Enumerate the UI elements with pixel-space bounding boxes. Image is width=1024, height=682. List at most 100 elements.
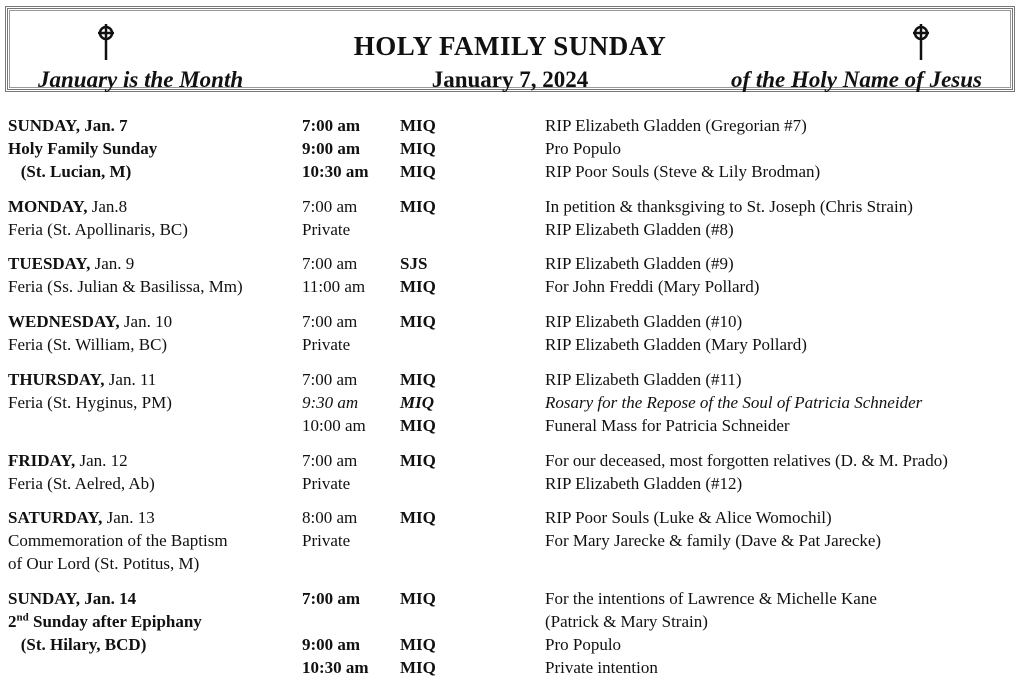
schedule-row: THURSDAY, Jan. 11 7:00 am MIQ RIP Elizabeth… — [0, 368, 1024, 391]
day-label-part: SUNDAY, Jan. 14 — [8, 589, 137, 608]
schedule-row: Feria (St. Apollinaris, BC) Private RIP El… — [0, 218, 1024, 241]
day-label: SATURDAY, Jan. 13 — [8, 506, 155, 529]
month-dedication-right: of the Holy Name of Jesus — [730, 67, 982, 92]
mass-time: 11:00 am — [302, 277, 366, 296]
day-label-part: Feria (Ss. Julian & Basilissa, Mm) — [8, 277, 243, 296]
day-section: SUNDAY, Jan. 7 7:00 am MIQ RIP Elizabeth Gl… — [0, 114, 1024, 183]
schedule-row: of Our Lord (St. Potitus, M) — [0, 552, 1024, 575]
mass-time: 7:00 am — [302, 312, 358, 331]
mass-intention: RIP Elizabeth Gladden (Mary Pollard) — [545, 335, 807, 354]
mass-intention: RIP Elizabeth Gladden (#9) — [545, 254, 734, 273]
schedule-row: MONDAY, Jan.8 7:00 am MIQ In petition & tha… — [0, 195, 1024, 218]
mass-intention: RIP Elizabeth Gladden (Gregorian #7) — [545, 116, 807, 135]
mass-location: MIQ — [400, 370, 436, 389]
day-label-part: FRIDAY, — [8, 451, 76, 470]
day-label-part: Feria (St. Apollinaris, BC) — [8, 220, 188, 239]
mass-location: MIQ — [400, 116, 436, 135]
day-label-part: Feria (St. Hyginus, PM) — [8, 393, 172, 412]
mass-intention: RIP Poor Souls (Steve & Lily Brodman) — [545, 162, 821, 181]
day-label-part: Jan. 11 — [104, 370, 157, 389]
mass-time: 7:00 am — [302, 451, 358, 470]
schedule-row: 10:30 am MIQ Private intention — [0, 656, 1024, 679]
day-label: FRIDAY, Jan. 12 — [8, 449, 128, 472]
celtic-cross-icon — [913, 24, 929, 60]
day-label: MONDAY, Jan.8 — [8, 195, 127, 218]
month-dedication-left: January is the Month — [38, 67, 244, 92]
schedule-row: FRIDAY, Jan. 12 7:00 am MIQ For our decease… — [0, 449, 1024, 472]
day-section: MONDAY, Jan.8 7:00 am MIQ In petition & tha… — [0, 195, 1024, 241]
mass-time: 10:30 am — [302, 162, 369, 181]
day-section: WEDNESDAY, Jan. 10 7:00 am MIQ RIP Elizabet… — [0, 310, 1024, 356]
day-section: TUESDAY, Jan. 9 7:00 am SJS RIP Elizabeth G… — [0, 252, 1024, 298]
mass-location: MIQ — [400, 312, 436, 331]
day-label: 2nd Sunday after Epiphany — [8, 610, 202, 633]
schedule-row: (St. Hilary, BCD) 9:00 am MIQ Pro Populo — [0, 633, 1024, 656]
schedule-row: WEDNESDAY, Jan. 10 7:00 am MIQ RIP Elizabet… — [0, 310, 1024, 333]
day-label-part: (St. Hilary, BCD) — [8, 635, 147, 654]
mass-location: MIQ — [400, 658, 436, 677]
schedule-row: Feria (St. Hyginus, PM) 9:30 am MIQ Rosary … — [0, 391, 1024, 414]
day-label-part: Jan. 12 — [75, 451, 128, 470]
mass-intention: In petition & thanksgiving to St. Joseph… — [545, 197, 913, 216]
day-section: THURSDAY, Jan. 11 7:00 am MIQ RIP Elizabeth… — [0, 368, 1024, 437]
mass-time: 10:30 am — [302, 658, 369, 677]
day-label: Feria (St. Apollinaris, BC) — [8, 218, 188, 241]
day-label: Holy Family Sunday — [8, 137, 157, 160]
schedule-row: TUESDAY, Jan. 9 7:00 am SJS RIP Elizabeth G… — [0, 252, 1024, 275]
schedule-row: SUNDAY, Jan. 14 7:00 am MIQ For the intenti… — [0, 587, 1024, 610]
day-section: SUNDAY, Jan. 14 7:00 am MIQ For the intenti… — [0, 587, 1024, 679]
mass-time: 7:00 am — [302, 197, 358, 216]
mass-intention: RIP Elizabeth Gladden (#10) — [545, 312, 743, 331]
day-label-part: (St. Lucian, M) — [8, 162, 132, 181]
mass-location: MIQ — [400, 451, 436, 470]
mass-intention: Funeral Mass for Patricia Schneider — [545, 416, 790, 435]
mass-intention: Pro Populo — [545, 635, 622, 654]
day-label-part: Feria (St. Aelred, Ab) — [8, 474, 155, 493]
bulletin-date: January 7, 2024 — [431, 67, 589, 92]
day-label-part: Sunday after Epiphany — [28, 612, 202, 631]
day-label-part: Commemoration of the Baptism — [8, 531, 228, 550]
mass-time: Private — [302, 335, 351, 354]
day-label-part: Feria (St. William, BC) — [8, 335, 168, 354]
mass-time: 7:00 am — [302, 370, 358, 389]
day-label-part: SATURDAY, — [8, 508, 103, 527]
mass-intention: RIP Elizabeth Gladden (#8) — [545, 220, 734, 239]
schedule-row: 10:00 am MIQ Funeral Mass for Patricia Sch… — [0, 414, 1024, 437]
day-label-part: Jan. 13 — [102, 508, 155, 527]
mass-time: 7:00 am — [302, 116, 361, 135]
day-label: Feria (St. Aelred, Ab) — [8, 472, 155, 495]
day-section: SATURDAY, Jan. 13 8:00 am MIQ RIP Poor Soul… — [0, 506, 1024, 575]
mass-location: MIQ — [400, 139, 436, 158]
day-label-part: SUNDAY, Jan. 7 — [8, 116, 128, 135]
mass-intention: For our deceased, most forgotten relativ… — [545, 451, 948, 470]
mass-intention: For John Freddi (Mary Pollard) — [545, 277, 760, 296]
day-label: (St. Hilary, BCD) — [8, 633, 147, 656]
day-label: Feria (St. William, BC) — [8, 333, 167, 356]
mass-time: 8:00 am — [302, 508, 358, 527]
day-label-part: Jan.8 — [87, 197, 128, 216]
mass-location: MIQ — [400, 277, 436, 296]
mass-intention: Private intention — [545, 658, 658, 677]
schedule-row: SUNDAY, Jan. 7 7:00 am MIQ RIP Elizabeth Gl… — [0, 114, 1024, 137]
schedule-row: (St. Lucian, M) 10:30 am MIQ RIP Poor Souls… — [0, 160, 1024, 183]
celtic-cross-icon — [98, 24, 114, 60]
schedule-row: Holy Family Sunday 9:00 am MIQ Pro Populo — [0, 137, 1024, 160]
schedule-row: Commemoration of the Baptism Private For M… — [0, 529, 1024, 552]
day-label: SUNDAY, Jan. 7 — [8, 114, 128, 137]
mass-intention: For Mary Jarecke & family (Dave & Pat Ja… — [545, 531, 882, 550]
mass-time: 7:00 am — [302, 254, 358, 273]
day-label-part: nd — [16, 611, 29, 624]
mass-intention: RIP Elizabeth Gladden (#12) — [545, 474, 743, 493]
schedule-row: Feria (St. Aelred, Ab) Private RIP Elizabe… — [0, 472, 1024, 495]
day-label-part: Jan. 9 — [90, 254, 135, 273]
day-label-part: 2 — [8, 612, 17, 631]
day-label-part: THURSDAY, — [8, 370, 105, 389]
day-label-part: TUESDAY, — [8, 254, 91, 273]
schedule-row: Feria (Ss. Julian & Basilissa, Mm) 11:00 … — [0, 275, 1024, 298]
mass-time: 9:00 am — [302, 635, 361, 654]
day-label-part: Jan. 10 — [119, 312, 173, 331]
mass-intention: RIP Elizabeth Gladden (#11) — [545, 370, 742, 389]
mass-time: Private — [302, 220, 351, 239]
mass-time: 9:30 am — [302, 393, 359, 412]
mass-intention: Rosary for the Repose of the Soul of Pat… — [545, 393, 923, 412]
